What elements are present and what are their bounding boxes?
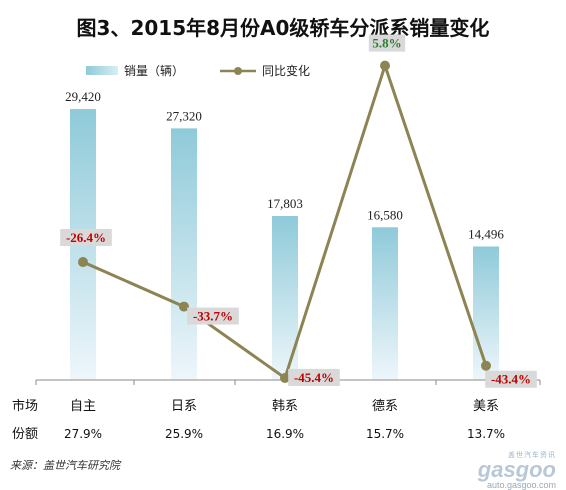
line-point-自主 [78, 257, 88, 268]
line-point-美系 [481, 360, 491, 371]
bar-value-label: 16,580 [367, 207, 403, 222]
bar-日系 [171, 128, 197, 380]
line-label-box [60, 229, 112, 247]
watermark-url: auto.gasgoo.com [486, 480, 556, 490]
watermark-tagline: 盖世汽车资讯 [508, 452, 556, 459]
line-label-box [288, 368, 340, 386]
bar-value-label: 27,320 [166, 108, 202, 123]
line-label-box [485, 370, 537, 388]
bar-value-label: 17,803 [267, 196, 303, 211]
share-table: 市场 份额 自主 日系 韩系 德系 美系 27.9% 25.9% 16.9% 15.7% 13.… [12, 398, 505, 442]
market-row-label: 市场 [12, 398, 38, 414]
bar-series: 29,420 27,320 17,803 16,580 14,496 [65, 89, 504, 381]
legend-line-label: 同比变化 [262, 63, 310, 78]
market-share-value: 16.9% [266, 427, 304, 441]
legend-bar-label: 销量（辆） [124, 64, 184, 78]
line-point-日系 [179, 301, 189, 312]
bar-德系 [372, 227, 398, 380]
bar-value-label: 29,420 [65, 89, 101, 104]
market-share-value: 13.7% [467, 427, 505, 441]
bar-美系 [473, 246, 499, 380]
market-share-value: 25.9% [165, 427, 203, 441]
bar-value-label: 14,496 [468, 226, 504, 241]
source-note: 来源：盖世汽车研究院 [10, 459, 120, 472]
legend-line-marker [234, 67, 242, 75]
market-share-value: 15.7% [366, 427, 404, 441]
line-value-label: -43.4% [491, 372, 531, 387]
line-value-label: -26.4% [66, 230, 106, 245]
line-point-韩系 [280, 372, 290, 383]
chart-title: 图3、2015年8月份A0级轿车分派系销量变化 [76, 16, 490, 40]
legend-bar-swatch [86, 66, 118, 75]
line-label-box [368, 34, 406, 52]
line-point-德系 [380, 60, 390, 71]
line-value-label: -45.4% [294, 370, 334, 385]
market-share-value: 27.9% [64, 427, 102, 441]
line-series: -26.4% -33.7% -45.4% 5.8% -43.4% [60, 34, 537, 388]
category-label: 美系 [473, 399, 499, 414]
legend: 销量（辆） 同比变化 [86, 63, 310, 78]
line-label-box [187, 307, 239, 325]
category-label: 韩系 [272, 399, 298, 414]
line-value-label: 5.8% [372, 36, 401, 51]
watermark-brand: gasgoo [477, 457, 556, 482]
share-row-label: 份额 [12, 427, 38, 442]
category-label: 日系 [171, 399, 197, 414]
line-value-label: -33.7% [193, 309, 233, 324]
gasgoo-watermark: 盖世汽车资讯 gasgoo auto.gasgoo.com [478, 450, 556, 490]
category-label: 自主 [70, 399, 96, 414]
category-label: 德系 [372, 399, 398, 414]
bar-韩系 [272, 216, 298, 380]
